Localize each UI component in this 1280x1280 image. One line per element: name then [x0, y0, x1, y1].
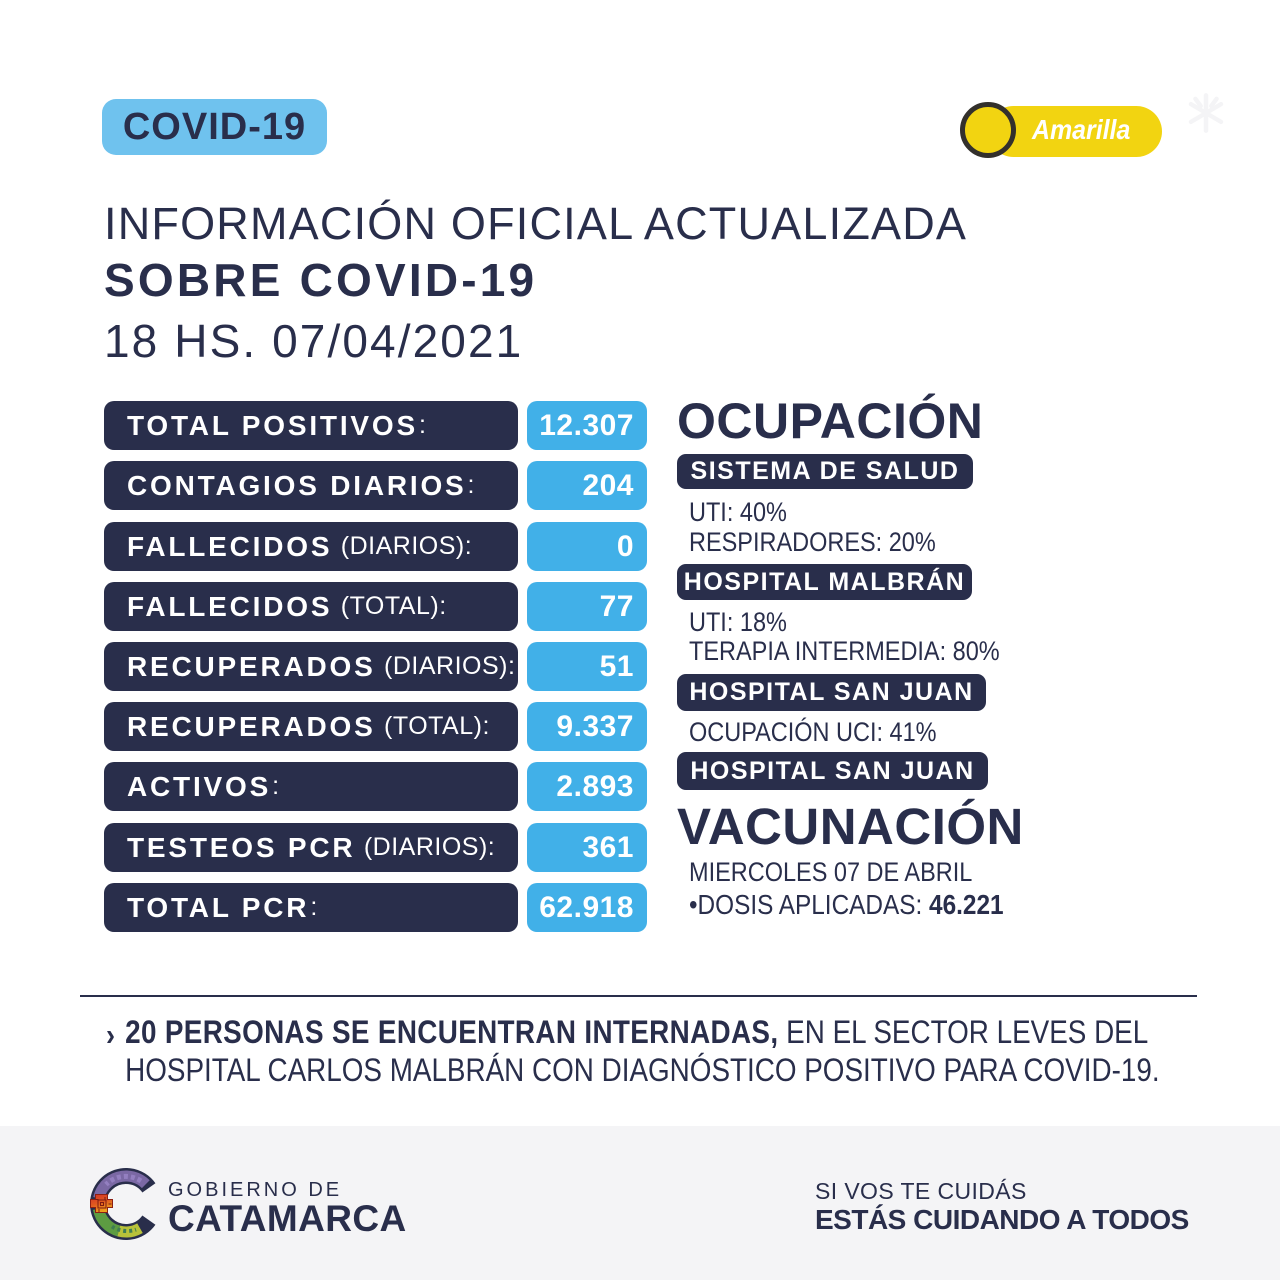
badge-sistema-de-salud: SISTEMA DE SALUD — [677, 454, 973, 489]
occupation-line: UTI: 40% — [689, 497, 787, 527]
stat-row-value: 204 — [527, 461, 647, 510]
stat-row-label: FALLECIDOS (DIARIOS): — [104, 522, 518, 571]
stat-row-label: TOTAL PCR: — [104, 883, 518, 932]
title-date: 18 HS. 07/04/2021 — [104, 315, 524, 367]
chevron-icon: › — [106, 1017, 115, 1052]
stat-row-label: RECUPERADOS (DIARIOS): — [104, 642, 518, 691]
stat-row-label: CONTAGIOS DIARIOS: — [104, 461, 518, 510]
footer-logo-line1: GOBIERNO DE — [168, 1179, 343, 1201]
title-line1: INFORMACIÓN OFICIAL ACTUALIZADA — [104, 198, 968, 249]
stat-row-value: 9.337 — [527, 702, 647, 751]
occupation-line: UTI: 18% — [689, 607, 787, 637]
occupation-line: RESPIRADORES: 20% — [689, 527, 936, 557]
vaccination-title: VACUNACIÓN — [677, 798, 1024, 855]
badge-hospital-san-juan-2: HOSPITAL SAN JUAN — [677, 752, 988, 790]
stat-row-label: TOTAL POSITIVOS: — [104, 401, 518, 450]
occupation-line: OCUPACIÓN UCI: 41% — [689, 717, 937, 747]
stat-row-label: ACTIVOS: — [104, 762, 518, 811]
badge-hospital-san-juan: HOSPITAL SAN JUAN — [677, 674, 986, 711]
catamarca-logo-icon — [86, 1164, 166, 1249]
stat-row-value: 62.918 — [527, 883, 647, 932]
footer-slogan-line1: SI VOS TE CUIDÁS — [815, 1178, 1027, 1204]
covid19-badge-label: COVID-19 — [122, 105, 307, 148]
status-pill-label: Amarilla — [1032, 114, 1131, 145]
stat-row-value: 77 — [527, 582, 647, 631]
occupation-title: OCUPACIÓN — [677, 393, 984, 449]
footer-logo-line2: CATAMARCA — [168, 1198, 407, 1239]
covid19-badge: COVID-19 — [102, 99, 327, 155]
stat-row-value: 361 — [527, 823, 647, 872]
stat-row-label: FALLECIDOS (TOTAL): — [104, 582, 518, 631]
asterisk-decoration-icon — [1183, 90, 1229, 141]
occupation-line: TERAPIA INTERMEDIA: 80% — [689, 636, 1000, 666]
footer-band — [0, 1126, 1280, 1280]
divider-rule — [80, 995, 1197, 997]
stat-row-label: TESTEOS PCR (DIARIOS): — [104, 823, 518, 872]
hospitalized-note: › 20 PERSONAS SE ENCUENTRAN INTERNADAS, E… — [106, 1014, 1160, 1088]
status-pill-amarilla: Amarilla — [988, 106, 1162, 157]
title-line2: SOBRE COVID-19 — [104, 254, 538, 306]
stat-row-value: 12.307 — [527, 401, 647, 450]
stat-row-value: 0 — [527, 522, 647, 571]
footer-slogan-line2: ESTÁS CUIDANDO A TODOS — [815, 1204, 1189, 1235]
yellow-phase-circle-icon — [960, 102, 1016, 158]
badge-hospital-malbran: HOSPITAL MALBRÁN — [677, 564, 972, 600]
stat-row-value: 51 — [527, 642, 647, 691]
stat-row-value: 2.893 — [527, 762, 647, 811]
stat-row-label: RECUPERADOS (TOTAL): — [104, 702, 518, 751]
vaccination-doses: •DOSIS APLICADAS: 46.221 — [689, 889, 1004, 920]
vaccination-date: MIERCOLES 07 DE ABRIL — [689, 857, 973, 887]
